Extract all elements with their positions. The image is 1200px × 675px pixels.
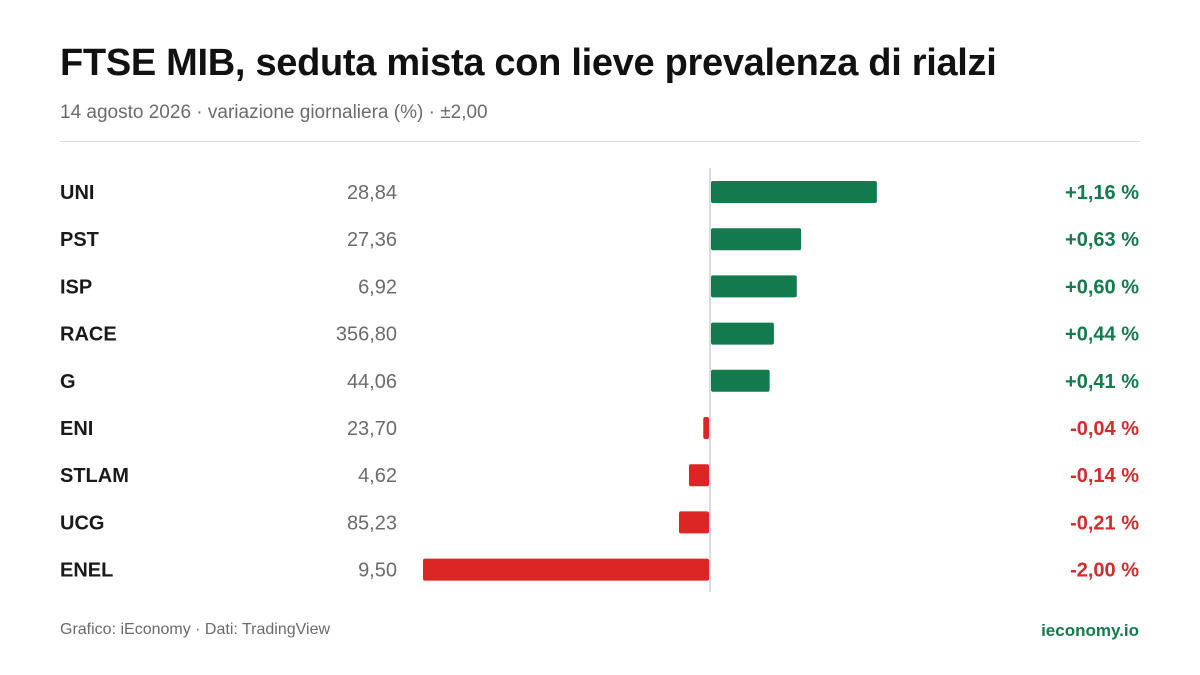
- change-label: -0,14 %: [1070, 465, 1139, 487]
- bar: [711, 181, 877, 203]
- price-label: 27,36: [347, 229, 397, 251]
- change-label: +0,41 %: [1065, 371, 1139, 393]
- price-label: 85,23: [347, 512, 397, 534]
- price-label: 9,50: [358, 560, 397, 582]
- ticker-label: ENI: [60, 418, 93, 440]
- ticker-label: RACE: [60, 324, 117, 346]
- ticker-label: STLAM: [60, 465, 129, 487]
- change-label: +0,44 %: [1065, 324, 1139, 346]
- price-label: 44,06: [347, 371, 397, 393]
- bar: [711, 369, 770, 392]
- change-label: +1,16 %: [1065, 182, 1139, 204]
- chart-subtitle: 14 agosto 2026 · variazione giornaliera …: [60, 102, 488, 123]
- ticker-label: UCG: [60, 512, 104, 534]
- chart-title: FTSE MIB, seduta mista con lieve prevale…: [60, 42, 997, 84]
- change-label: -0,21 %: [1070, 512, 1139, 534]
- footer-site-link[interactable]: ieconomy.io: [1041, 621, 1139, 640]
- ticker-label: PST: [60, 229, 99, 251]
- change-label: -2,00 %: [1070, 560, 1139, 582]
- bar: [423, 558, 709, 581]
- header-divider: [60, 141, 1140, 142]
- change-label: +0,60 %: [1065, 276, 1139, 298]
- price-label: 23,70: [347, 418, 397, 440]
- ticker-label: G: [60, 371, 76, 393]
- bar: [711, 228, 802, 251]
- change-label: +0,63 %: [1065, 229, 1139, 251]
- ticker-label: ISP: [60, 276, 92, 298]
- footer-credits: Grafico: iEconomy · Dati: TradingView: [60, 621, 331, 638]
- price-label: 6,92: [358, 276, 397, 298]
- bar: [703, 417, 709, 439]
- price-label: 28,84: [347, 182, 397, 204]
- bar: [711, 322, 774, 345]
- price-label: 356,80: [336, 324, 397, 346]
- ticker-label: ENEL: [60, 560, 113, 582]
- change-label: -0,04 %: [1070, 418, 1139, 440]
- bar: [711, 275, 797, 298]
- bar: [688, 464, 709, 487]
- ticker-label: UNI: [60, 182, 94, 204]
- bar: [678, 511, 709, 534]
- price-label: 4,62: [358, 465, 397, 487]
